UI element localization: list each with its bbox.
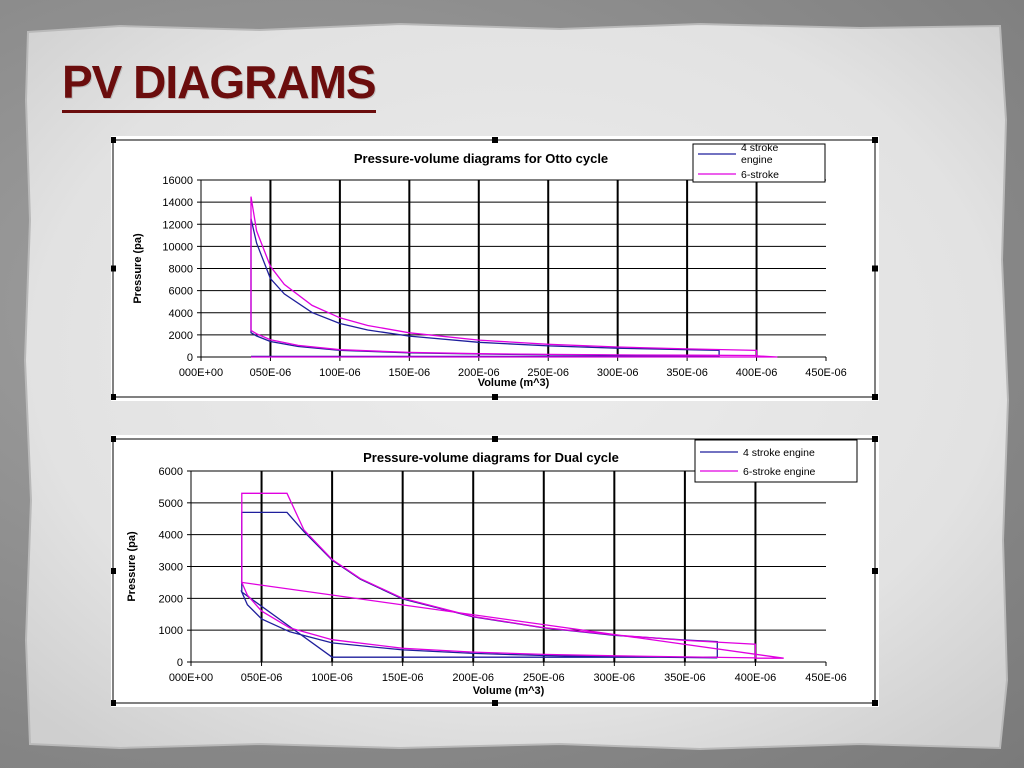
y-tick-label: 12000 [162, 219, 193, 231]
y-tick-label: 2000 [159, 593, 183, 605]
x-tick-label: 150E-06 [382, 672, 424, 684]
selection-handle [872, 436, 878, 442]
y-tick-label: 8000 [169, 264, 193, 276]
selection-handle [492, 394, 498, 400]
legend-label: 6-stroke [741, 169, 779, 181]
chart-dual-cycle: 0 1000 2000 3000 4000 5000 6000 000E+00 050E-06 1… [110, 436, 878, 706]
selection-handle [110, 394, 116, 400]
chart-frame [112, 438, 876, 704]
y-tick-label: 0 [187, 352, 193, 364]
selection-handle [110, 700, 116, 706]
chart-otto-cycle: 0 2000 4000 6000 8000 10000 12000 14000 16000 000… [110, 137, 878, 400]
y-tick-label: 2000 [169, 330, 193, 342]
y-axis-label: Pressure (pa) [132, 233, 144, 304]
x-tick-label: 200E-06 [458, 367, 500, 379]
chart-otto-cycle-panel: 0 2000 4000 6000 8000 10000 12000 14000 16000 000… [110, 136, 879, 401]
legend-box [694, 439, 858, 483]
x-tick-label: 100E-06 [319, 367, 361, 379]
slide-title: PV DIAGRAMS [62, 54, 377, 113]
selection-handle [872, 137, 878, 143]
series-line-six-stroke [250, 196, 778, 358]
legend-label: 4 stroke engine [741, 142, 779, 166]
selection-handle [492, 700, 498, 706]
x-tick-label: 350E-06 [666, 367, 708, 379]
y-tick-label: 16000 [162, 175, 193, 187]
x-tick-label: 250E-06 [527, 367, 569, 379]
y-tick-label: 6000 [159, 466, 183, 478]
selection-handle [110, 436, 116, 442]
y-tick-label: 1000 [159, 625, 183, 637]
selection-handle [110, 265, 116, 272]
selection-handle [110, 137, 116, 143]
chart-title: Pressure-volume diagrams for Otto cycle [354, 151, 608, 166]
x-tick-label: 300E-06 [597, 367, 639, 379]
y-tick-label: 6000 [169, 286, 193, 298]
x-tick-label: 250E-06 [523, 672, 565, 684]
series-line-six-stroke [240, 492, 784, 659]
y-tick-label: 4000 [159, 530, 183, 542]
legend-label: 4 stroke engine [743, 447, 815, 459]
chart-dual-cycle-panel: 0 1000 2000 3000 4000 5000 6000 000E+00 050E-06 1… [110, 435, 879, 707]
selection-handle [110, 568, 116, 574]
selection-handle [872, 394, 878, 400]
x-tick-label: 100E-06 [311, 672, 353, 684]
x-axis-label: Volume (m^3) [478, 377, 550, 389]
selection-handle [872, 568, 878, 574]
x-tick-label: 050E-06 [250, 367, 292, 379]
x-tick-label: 000E+00 [179, 367, 223, 379]
x-tick-label: 200E-06 [452, 672, 494, 684]
x-tick-label: 050E-06 [241, 672, 283, 684]
y-tick-label: 5000 [159, 498, 183, 510]
y-axis-label: Pressure (pa) [126, 531, 138, 602]
x-axis-label: Volume (m^3) [473, 685, 545, 697]
selection-handle [492, 137, 498, 143]
x-tick-label: 400E-06 [736, 367, 778, 379]
legend-box [692, 143, 826, 183]
legend-label: 6-stroke engine [743, 466, 816, 478]
selection-handle [872, 700, 878, 706]
y-tick-label: 10000 [162, 241, 193, 253]
x-tick-label: 300E-06 [594, 672, 636, 684]
x-tick-label: 400E-06 [735, 672, 777, 684]
x-tick-label: 450E-06 [805, 672, 847, 684]
x-tick-label: 150E-06 [389, 367, 431, 379]
y-tick-label: 0 [177, 657, 183, 669]
x-tick-label: 450E-06 [805, 367, 847, 379]
y-tick-label: 4000 [169, 308, 193, 320]
x-tick-label: 350E-06 [664, 672, 706, 684]
selection-handle [492, 436, 498, 442]
selection-handle [872, 265, 878, 272]
y-tick-label: 3000 [159, 562, 183, 574]
chart-title: Pressure-volume diagrams for Dual cycle [363, 450, 619, 465]
x-tick-label: 000E+00 [169, 672, 213, 684]
y-tick-label: 14000 [162, 197, 193, 209]
